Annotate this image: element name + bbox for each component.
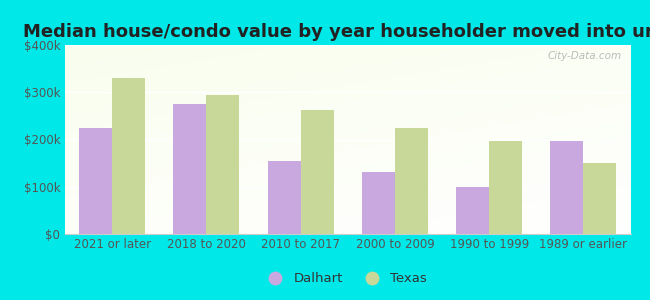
Bar <box>300 110 333 234</box>
Text: City-Data.com: City-Data.com <box>548 51 622 61</box>
Bar <box>551 141 584 234</box>
Bar <box>456 187 489 234</box>
Title: Median house/condo value by year householder moved into unit: Median house/condo value by year househo… <box>23 23 650 41</box>
Legend: Dalhart, Texas: Dalhart, Texas <box>257 267 432 290</box>
Bar <box>268 161 300 234</box>
Bar <box>174 104 207 234</box>
Bar <box>79 128 112 234</box>
Bar <box>584 163 616 234</box>
Bar <box>207 94 239 234</box>
Bar <box>489 141 522 234</box>
Bar <box>112 78 145 234</box>
Bar <box>395 128 428 234</box>
Bar <box>362 172 395 234</box>
